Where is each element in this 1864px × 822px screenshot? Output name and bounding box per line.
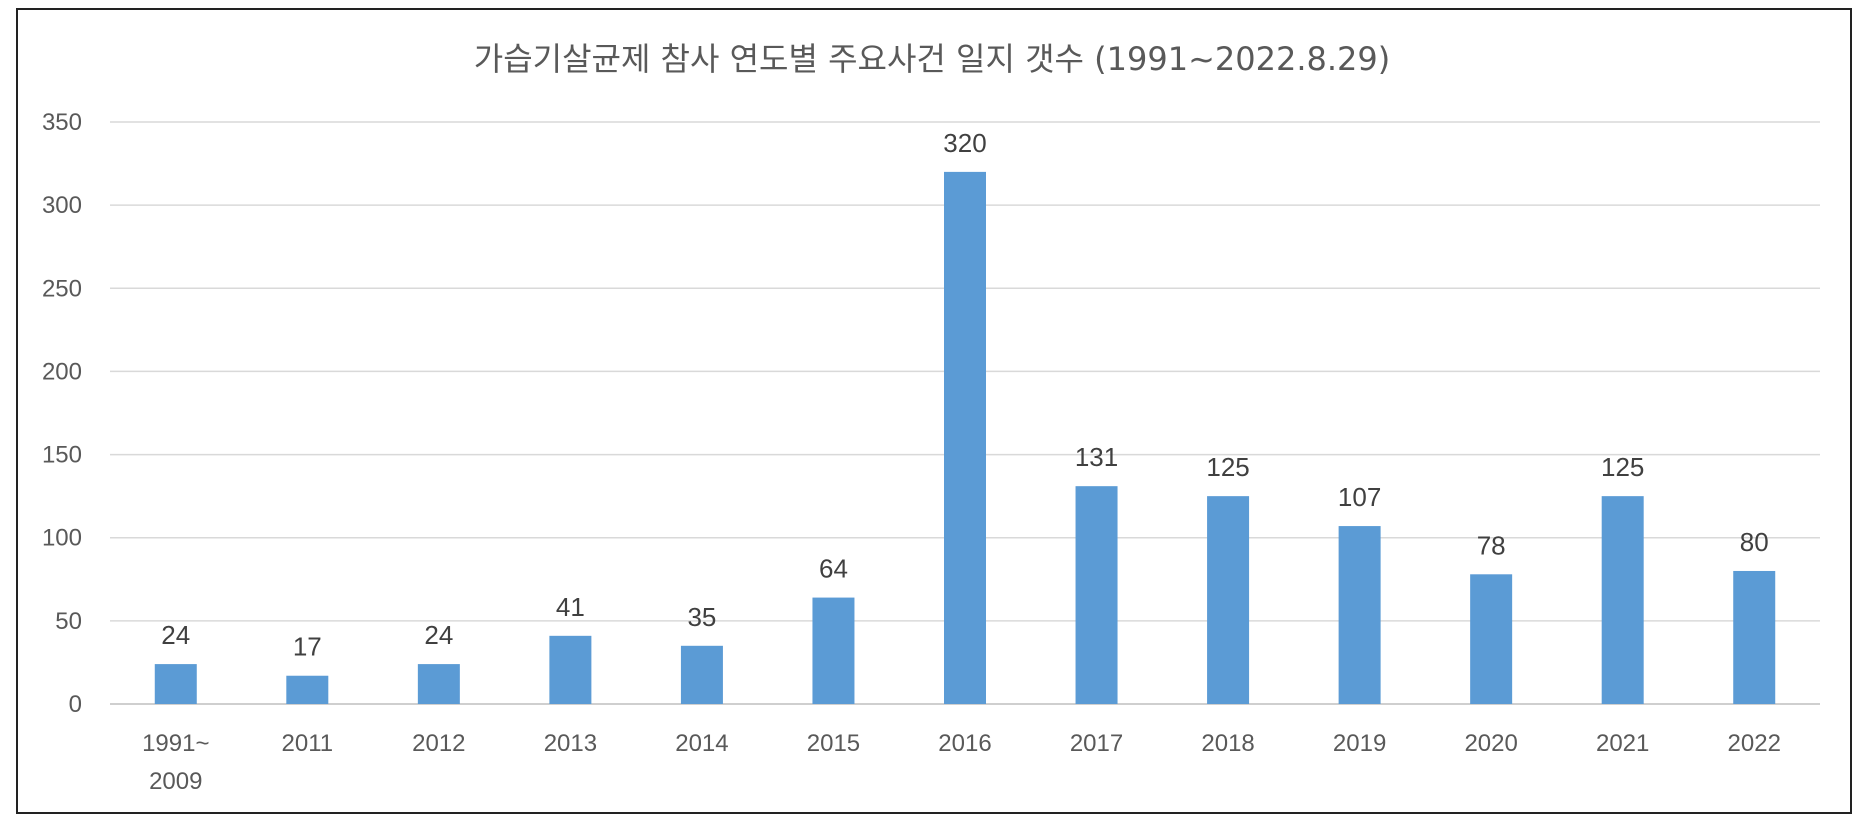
bars (154, 171, 1776, 704)
chart-title: 가습기살균제 참사 연도별 주요사건 일지 갯수 (1991~2022.8.29… (474, 40, 1390, 78)
y-tick-label: 150 (42, 442, 82, 469)
x-tick-label: 2021 (1596, 730, 1649, 757)
y-tick-label: 250 (42, 275, 82, 302)
y-tick-label: 0 (69, 691, 82, 718)
x-axis-ticks: 1991~ 2009 2011 2012 2013 2014 2015 2016 2017 201… (142, 730, 1781, 795)
data-label: 125 (1206, 452, 1249, 482)
bar (417, 664, 460, 704)
x-tick-label: 2012 (412, 730, 465, 757)
bar (154, 664, 197, 704)
bar (1338, 526, 1381, 704)
x-tick-label: 2019 (1333, 730, 1386, 757)
bar (286, 675, 329, 704)
data-label: 320 (943, 128, 986, 158)
data-label: 131 (1075, 442, 1118, 472)
y-tick-label: 200 (42, 358, 82, 385)
bar (1207, 496, 1250, 704)
data-label: 17 (293, 632, 322, 662)
bar (812, 597, 855, 704)
y-tick-label: 350 (42, 109, 82, 136)
data-label: 80 (1740, 527, 1769, 557)
x-tick-label: 2015 (807, 730, 860, 757)
y-tick-label: 50 (55, 608, 82, 635)
data-label: 35 (687, 602, 716, 632)
y-tick-label: 300 (42, 192, 82, 219)
x-tick-label: 2011 (282, 730, 334, 757)
bar (680, 645, 723, 704)
x-tick-label: 2022 (1728, 730, 1781, 757)
data-label: 107 (1338, 482, 1381, 512)
y-axis-ticks: 0 50 100 150 200 250 300 350 (42, 109, 82, 718)
y-tick-label: 100 (42, 525, 82, 552)
x-tick-label: 2017 (1070, 730, 1123, 757)
bar (1075, 486, 1118, 704)
data-labels: 24 17 24 41 35 64 320 131 125 107 78 125 80 (161, 128, 1768, 662)
bar (944, 171, 986, 704)
bar (1601, 496, 1644, 704)
data-label: 41 (556, 592, 585, 622)
data-label: 24 (161, 620, 190, 650)
x-tick-label: 2016 (938, 730, 991, 757)
x-tick-label: 2013 (544, 730, 597, 757)
data-label: 78 (1477, 530, 1506, 560)
data-label: 24 (424, 620, 453, 650)
bar (549, 635, 592, 704)
bar (1470, 574, 1513, 704)
x-tick-label: 2020 (1464, 730, 1517, 757)
data-label: 125 (1601, 452, 1644, 482)
x-tick-label: 2014 (675, 730, 728, 757)
x-tick-label: 2018 (1201, 730, 1254, 757)
data-label: 64 (819, 554, 848, 584)
bar (1733, 570, 1776, 704)
x-tick-label: 1991~ 2009 (142, 730, 209, 795)
